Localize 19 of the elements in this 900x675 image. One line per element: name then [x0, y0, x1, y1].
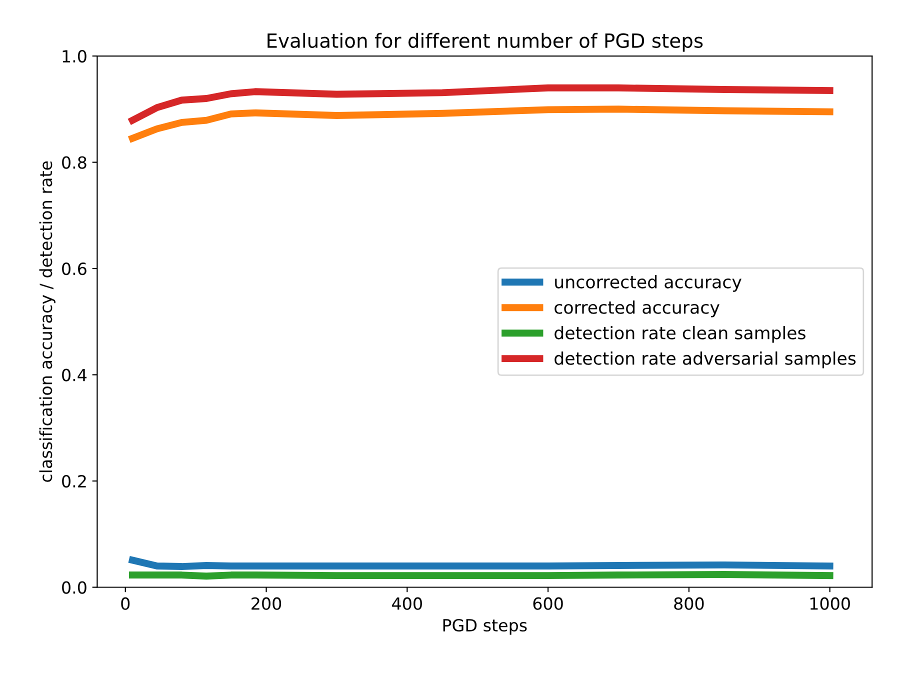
y-tick-label: 0.8	[62, 156, 86, 169]
legend-label: uncorrected accuracy	[555, 275, 742, 292]
y-tick-label: 0.6	[62, 262, 86, 276]
legend-label: corrected accuracy	[554, 300, 720, 318]
x-tick-label: 800	[674, 597, 704, 610]
y-tick-label: 0.2	[62, 474, 86, 488]
x-tick-label: 400	[392, 597, 422, 610]
y-axis-title: classification accuracy / detection rate	[39, 161, 56, 482]
x-tick-label: 0	[121, 597, 130, 610]
legend-label: detection rate clean samples	[554, 326, 806, 343]
legend-label: detection rate adversarial samples	[554, 351, 856, 368]
chart-title: Evaluation for different number of PGD steps	[268, 32, 703, 52]
x-tick-label: 600	[533, 597, 563, 610]
x-axis-title: PGD steps	[443, 618, 527, 635]
y-tick-label: 0.4	[62, 368, 87, 382]
x-tick-label: 1000	[810, 597, 850, 610]
y-tick-label: 0.0	[62, 581, 86, 594]
x-tick-label: 200	[252, 597, 282, 610]
y-tick-label: 1.0	[62, 50, 86, 63]
